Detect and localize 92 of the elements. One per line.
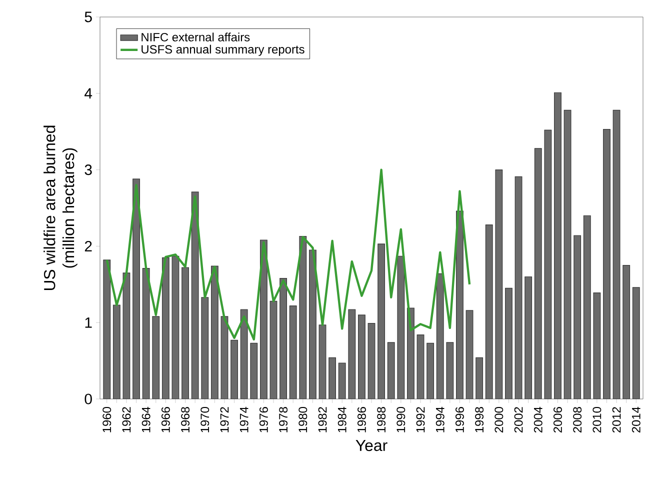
bar xyxy=(456,210,464,399)
bar xyxy=(476,357,484,399)
bar xyxy=(397,256,405,399)
bar xyxy=(250,342,258,399)
x-tick-label: 1964 xyxy=(142,406,150,432)
bar xyxy=(280,278,287,399)
x-tick-label: 1966 xyxy=(161,407,170,432)
bar xyxy=(122,272,130,399)
bar xyxy=(544,130,552,399)
bar xyxy=(172,256,180,399)
x-tick-label: 1960 xyxy=(102,406,112,432)
x-tick-label: 1968 xyxy=(181,407,190,432)
line-series xyxy=(106,168,471,340)
bar xyxy=(270,300,278,399)
bar xyxy=(603,128,610,399)
x-axis-title: Year xyxy=(356,440,388,452)
y-tick-label: 1 xyxy=(85,317,92,328)
x-tick-label: 1970 xyxy=(200,406,210,432)
bar xyxy=(505,288,512,399)
bar xyxy=(103,260,111,399)
x-tick-label: 2006 xyxy=(554,407,562,433)
x-tick-label: 2010 xyxy=(592,406,602,433)
bar xyxy=(191,192,199,399)
bar xyxy=(378,244,386,399)
bar xyxy=(318,324,326,399)
bar xyxy=(142,268,150,399)
bar xyxy=(583,215,591,399)
bar xyxy=(564,110,572,399)
bar xyxy=(593,292,601,399)
x-tick-label: 1972 xyxy=(220,407,229,432)
x-tick-label: 1982 xyxy=(318,407,327,432)
bar xyxy=(416,334,424,399)
bar xyxy=(289,305,297,399)
bar xyxy=(240,309,248,399)
bar xyxy=(368,323,376,399)
bar xyxy=(220,316,228,399)
bar xyxy=(436,273,444,399)
bar xyxy=(514,176,522,399)
bar xyxy=(426,342,434,399)
y-tick-label: 3 xyxy=(84,164,92,176)
legend-label: USFS annual summary reports xyxy=(142,44,304,56)
x-tick-label: 1990 xyxy=(396,406,406,432)
x-tick-label: 2012 xyxy=(612,407,621,433)
x-tick-label: 1988 xyxy=(377,407,386,432)
bar xyxy=(162,257,170,399)
x-tick-label: 1998 xyxy=(475,407,484,432)
x-tick-label: 1992 xyxy=(416,407,425,432)
bar xyxy=(554,92,562,399)
bar xyxy=(534,148,542,399)
bar xyxy=(338,362,346,399)
x-tick-label: 1962 xyxy=(122,407,131,432)
bar xyxy=(632,287,640,399)
bar xyxy=(622,264,630,399)
bar xyxy=(112,304,120,399)
bar xyxy=(309,250,316,399)
y-tick-label: 2 xyxy=(84,240,92,252)
y-tick-label: 0 xyxy=(84,394,92,404)
x-tick-label: 2000 xyxy=(494,406,504,433)
bar xyxy=(446,342,454,399)
x-tick-label: 1976 xyxy=(259,407,268,432)
x-tick-label: 2014 xyxy=(632,406,640,433)
x-tick-label: 1986 xyxy=(357,407,366,432)
x-tick-label: 1996 xyxy=(455,407,464,432)
x-tick-label: 2008 xyxy=(573,407,582,433)
x-tick-label: 1980 xyxy=(298,406,308,432)
bar xyxy=(182,267,189,399)
bar xyxy=(524,276,532,399)
bar xyxy=(152,316,160,399)
bar xyxy=(574,235,582,399)
y-axis-title: US wildfire area burned (million hectares) xyxy=(44,126,78,290)
x-tick-label: 1994 xyxy=(436,406,444,432)
x-tick-label: 2002 xyxy=(514,407,523,433)
bar xyxy=(358,314,366,399)
legend-label: NIFC external affairs xyxy=(142,32,250,42)
bar xyxy=(299,236,307,399)
bar xyxy=(466,310,474,399)
bar xyxy=(612,110,620,399)
bar xyxy=(328,357,336,399)
bar xyxy=(387,342,395,399)
x-tick-label: 1974 xyxy=(240,406,248,432)
bar xyxy=(230,340,238,399)
bar xyxy=(495,169,503,399)
bar xyxy=(210,266,218,399)
x-tick-label: 2004 xyxy=(534,406,542,433)
y-tick-label: 4 xyxy=(84,88,92,99)
x-tick-label: 1978 xyxy=(279,407,288,432)
x-tick-label: 1984 xyxy=(338,406,346,432)
bar xyxy=(132,178,140,399)
bar xyxy=(485,224,493,399)
y-tick-label: 5 xyxy=(84,12,92,22)
bar xyxy=(201,297,209,399)
bar xyxy=(348,309,356,399)
